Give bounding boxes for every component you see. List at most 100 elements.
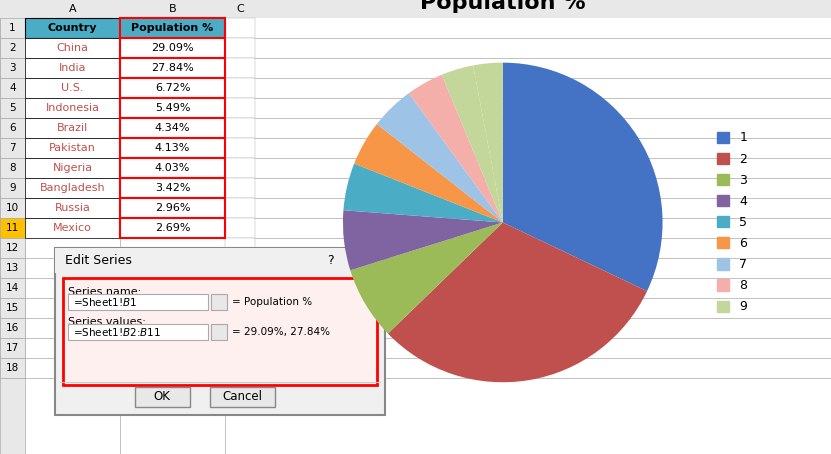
Wedge shape [354,124,503,222]
Bar [120,118,225,138]
Text: 4: 4 [9,83,16,93]
Bar [25,78,120,98]
Text: 6.72%: 6.72% [155,83,190,93]
Bar [0,258,25,278]
Bar [0,338,25,358]
Text: 4.34%: 4.34% [155,123,190,133]
Bar [25,198,120,218]
Bar [0,318,25,338]
Bar [0,238,25,258]
Bar [25,38,120,58]
Bar [0,118,25,138]
Text: 9: 9 [9,183,16,193]
Text: 14: 14 [6,283,19,293]
Text: Cancel: Cancel [222,390,262,404]
Text: Pakistan: Pakistan [49,143,96,153]
Bar [0,18,25,38]
Text: 10: 10 [6,203,19,213]
Bar [225,38,255,58]
Text: 2.69%: 2.69% [155,223,190,233]
Text: 29.09%: 29.09% [151,43,194,53]
Bar [225,178,255,198]
Bar [225,78,255,98]
Bar [120,58,225,78]
Wedge shape [343,210,503,270]
Wedge shape [473,63,503,222]
Text: Indonesia: Indonesia [46,103,100,113]
Text: = 29.09%, 27.84%: = 29.09%, 27.84% [232,327,330,337]
Bar [25,178,120,198]
Text: A: A [69,4,76,14]
Bar [0,58,25,78]
Text: 13: 13 [6,263,19,273]
Text: ?: ? [327,254,333,267]
Bar [25,98,120,118]
Text: Country: Country [47,23,97,33]
Bar [225,58,255,78]
Wedge shape [350,222,503,334]
Bar [120,38,225,58]
Wedge shape [376,93,503,222]
Bar [0,298,25,318]
Bar [120,158,225,178]
Text: B: B [169,4,176,14]
Text: Russia: Russia [55,203,91,213]
Bar [25,138,120,158]
Text: 15: 15 [6,303,19,313]
Bar [211,294,227,310]
Wedge shape [409,75,503,222]
Bar [0,78,25,98]
Text: 3: 3 [9,63,16,73]
Bar [135,387,190,407]
Text: =Sheet1!$B$2:$B$11: =Sheet1!$B$2:$B$11 [73,326,161,338]
Wedge shape [503,63,662,291]
Bar [0,218,25,238]
Bar [0,198,25,218]
Bar [0,178,25,198]
Text: Edit Series: Edit Series [65,254,132,267]
Bar [25,18,120,38]
Text: 18: 18 [6,363,19,373]
Bar [120,18,225,38]
Bar [225,218,255,238]
Text: Series values:: Series values: [68,317,146,327]
Text: OK: OK [154,390,170,404]
Wedge shape [442,65,503,222]
Bar [25,158,120,178]
Legend: 1, 2, 3, 4, 5, 6, 7, 8, 9: 1, 2, 3, 4, 5, 6, 7, 8, 9 [717,132,747,313]
Wedge shape [343,163,503,222]
Text: 3.42%: 3.42% [155,183,190,193]
Text: 8: 8 [9,163,16,173]
Text: 4.13%: 4.13% [155,143,190,153]
Text: 6: 6 [9,123,16,133]
Bar [68,324,208,340]
Text: C: C [236,4,243,14]
Bar [55,248,385,415]
Bar [355,253,373,269]
Bar [120,78,225,98]
Text: 2: 2 [9,43,16,53]
Bar [25,58,120,78]
Text: Series name:: Series name: [68,287,141,297]
Bar [120,178,225,198]
Text: ×: × [359,254,369,267]
Wedge shape [388,222,647,382]
Text: China: China [57,43,88,53]
Text: =Sheet1!$B$1: =Sheet1!$B$1 [73,296,137,308]
Bar [0,38,25,58]
Bar [210,387,275,407]
Bar [0,138,25,158]
Bar [225,98,255,118]
Text: 12: 12 [6,243,19,253]
Text: Nigeria: Nigeria [52,163,92,173]
Bar [225,238,255,258]
Bar [120,198,225,218]
Text: U.S.: U.S. [61,83,84,93]
Bar [225,118,255,138]
Text: 11: 11 [6,223,19,233]
Bar [225,158,255,178]
Bar [0,0,831,18]
Bar [25,218,120,238]
Bar [25,118,120,138]
Text: 5: 5 [9,103,16,113]
